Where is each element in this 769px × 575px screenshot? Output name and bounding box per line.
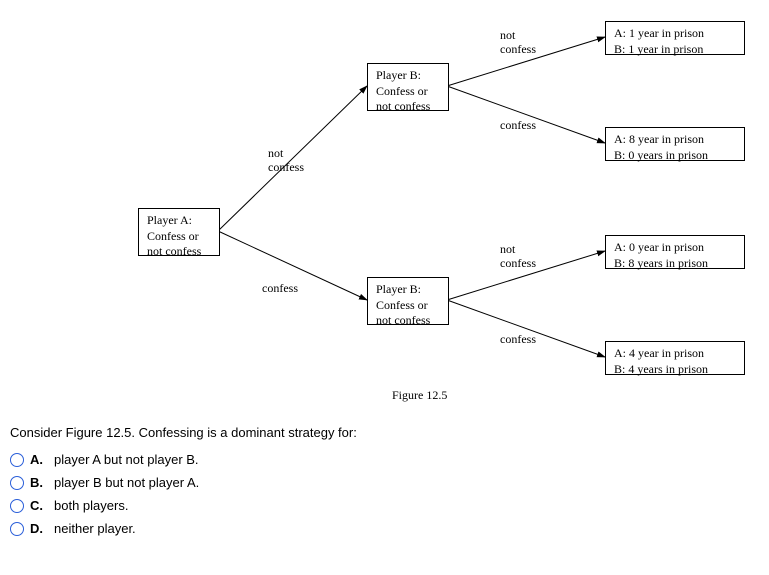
tree-node: A: 0 year in prison B: 8 years in prison xyxy=(605,235,745,269)
tree-node: Player B: Confess or not confess xyxy=(367,63,449,111)
option-letter: B. xyxy=(30,475,48,490)
tree-node: A: 4 year in prison B: 4 years in prison xyxy=(605,341,745,375)
tree-node: A: 8 year in prison B: 0 years in prison xyxy=(605,127,745,161)
option-row[interactable]: D. neither player. xyxy=(10,521,759,536)
tree-node: Player B: Confess or not confess xyxy=(367,277,449,325)
decision-tree-diagram: Player A: Confess or not confess Player B… xyxy=(10,10,759,410)
edge-label: not confess xyxy=(500,242,536,271)
edge-label: not confess xyxy=(268,146,304,175)
option-row[interactable]: C. both players. xyxy=(10,498,759,513)
tree-edge xyxy=(447,300,605,357)
edge-label: not confess xyxy=(500,28,536,57)
radio-icon[interactable] xyxy=(10,453,24,467)
option-row[interactable]: A. player A but not player B. xyxy=(10,452,759,467)
option-text: both players. xyxy=(54,498,128,513)
edge-label: confess xyxy=(500,332,536,346)
figure-caption: Figure 12.5 xyxy=(392,388,447,403)
option-text: player A but not player B. xyxy=(54,452,199,467)
radio-icon[interactable] xyxy=(10,499,24,513)
option-text: neither player. xyxy=(54,521,136,536)
option-letter: D. xyxy=(30,521,48,536)
tree-edge xyxy=(447,86,605,143)
option-letter: A. xyxy=(30,452,48,467)
radio-icon[interactable] xyxy=(10,522,24,536)
option-row[interactable]: B. player B but not player A. xyxy=(10,475,759,490)
option-text: player B but not player A. xyxy=(54,475,199,490)
edge-label: confess xyxy=(500,118,536,132)
options-list: A. player A but not player B. B. player B b… xyxy=(10,452,759,536)
question-prompt: Consider Figure 12.5. Confessing is a do… xyxy=(10,425,759,440)
edge-label: confess xyxy=(262,281,298,295)
tree-node: Player A: Confess or not confess xyxy=(138,208,220,256)
question-block: Consider Figure 12.5. Confessing is a do… xyxy=(10,425,759,536)
option-letter: C. xyxy=(30,498,48,513)
radio-icon[interactable] xyxy=(10,476,24,490)
tree-node: A: 1 year in prison B: 1 year in prison xyxy=(605,21,745,55)
